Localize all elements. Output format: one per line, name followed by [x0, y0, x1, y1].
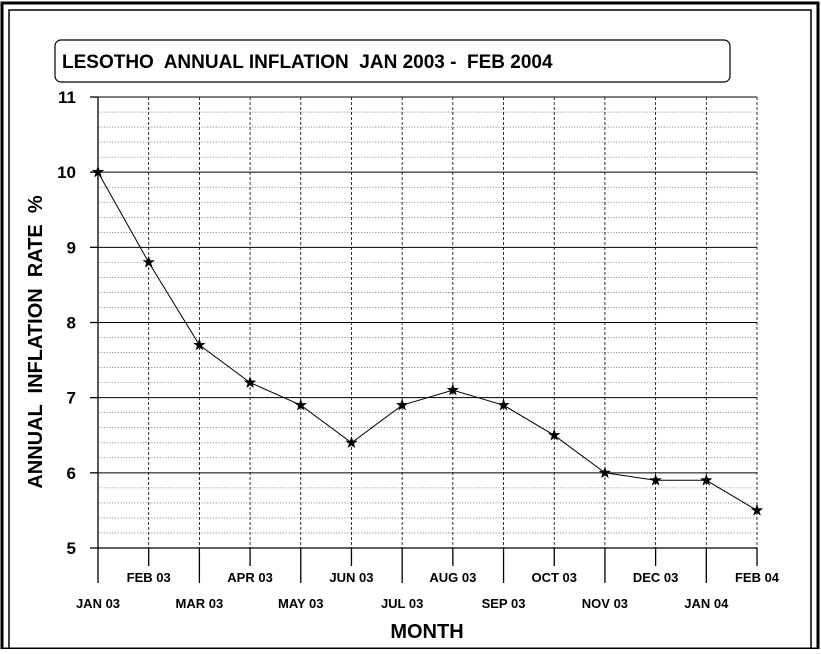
x-axis-label: MONTH	[390, 621, 463, 643]
data-point-star	[243, 376, 257, 388]
title-box	[54, 39, 731, 83]
y-tick-label: 6	[67, 464, 76, 483]
chart-title: LESOTHO ANNUAL INFLATION JAN 2003 - FEB …	[62, 52, 553, 73]
y-tick-label: 7	[67, 389, 76, 408]
inner-frame	[8, 9, 812, 650]
x-tick-label: APR 03	[227, 570, 273, 585]
data-point-star	[700, 473, 713, 486]
y-tick-label: 9	[67, 238, 76, 257]
y-tick-label: 10	[57, 163, 76, 182]
y-axis-label: ANNUAL INFLATION RATE %	[25, 195, 47, 489]
series-layer	[91, 165, 764, 516]
data-point-star	[598, 466, 612, 479]
data-point-star	[91, 165, 105, 178]
data-point-star	[649, 473, 662, 486]
grid-layer	[98, 96, 758, 548]
x-tick-label: DEC 03	[633, 570, 679, 585]
y-tick-label: 8	[67, 314, 76, 333]
data-point-star	[548, 428, 561, 441]
data-point-star	[497, 398, 510, 411]
x-tick-label: MAY 03	[278, 596, 324, 611]
x-tick-label: FEB 03	[127, 570, 171, 585]
data-point-star	[345, 436, 358, 449]
data-point-star	[142, 255, 155, 268]
x-tick-label: JUL 03	[381, 596, 423, 611]
data-point-star	[193, 338, 206, 351]
x-tick-label: JAN 04	[684, 596, 729, 611]
x-tick-label: SEP 03	[482, 596, 526, 611]
y-tick-label: 5	[67, 539, 76, 558]
x-tick-label: MAR 03	[176, 596, 224, 611]
y-tick-label: 11	[58, 88, 76, 107]
x-tick-label: JAN 03	[76, 596, 120, 611]
x-tick-label: OCT 03	[531, 570, 577, 585]
data-point-star	[750, 503, 764, 516]
data-point-star	[446, 383, 460, 396]
x-tick-label: JUN 03	[329, 570, 373, 585]
axis-layer	[90, 96, 758, 583]
data-point-star	[395, 398, 409, 411]
x-tick-label: FEB 04	[735, 570, 780, 585]
x-tick-label: NOV 03	[582, 596, 628, 611]
x-tick-label: AUG 03	[429, 570, 476, 585]
data-point-star	[294, 398, 307, 411]
series-line	[97, 171, 758, 511]
